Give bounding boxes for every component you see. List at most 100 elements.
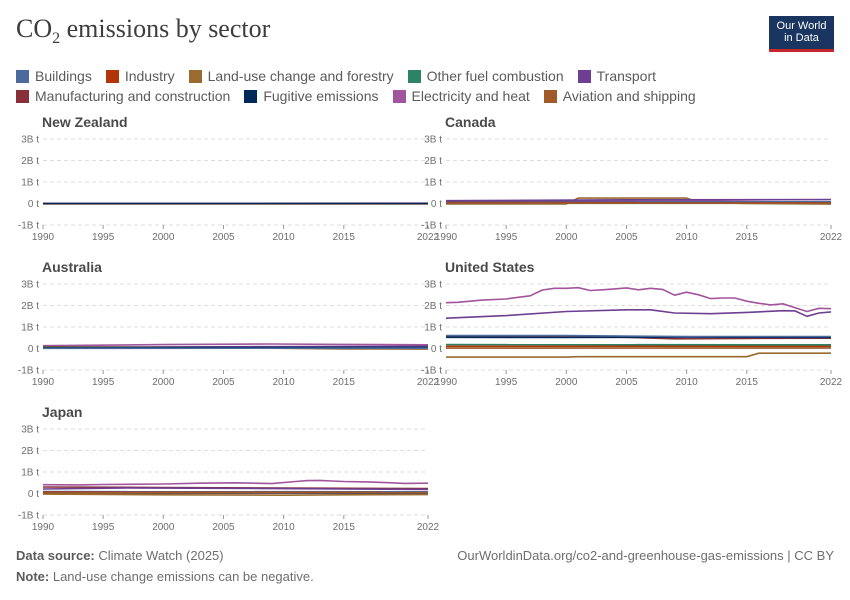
owid-logo[interactable]: Our World in Data <box>769 16 834 52</box>
x-tick-label: 2022 <box>417 377 440 388</box>
y-tick-label: 3B t <box>21 280 39 291</box>
legend-label: Other fuel combustion <box>426 68 564 84</box>
x-tick-label: 2015 <box>736 232 759 243</box>
panel-title-canada: Canada <box>445 114 496 130</box>
x-tick-label: 2005 <box>212 522 235 533</box>
y-tick-label: 2B t <box>21 301 39 312</box>
x-tick-label: 2015 <box>333 522 356 533</box>
legend-swatch <box>577 69 591 83</box>
legend-swatch <box>105 69 119 83</box>
x-tick-label: 2010 <box>273 232 296 243</box>
x-tick-label: 2000 <box>555 232 578 243</box>
x-tick-label: 1995 <box>92 232 115 243</box>
series-line-electricity-and-heat[interactable] <box>42 343 429 347</box>
chart-title: CO2 emissions by sector <box>16 14 270 48</box>
title-rest: emissions by sector <box>60 14 271 43</box>
y-tick-label: 1B t <box>424 323 442 334</box>
y-tick-label: 0 t <box>431 199 442 210</box>
source-value[interactable]: Climate Watch (2025) <box>98 548 224 563</box>
y-tick-label: -1B t <box>421 366 442 377</box>
y-tick-label: -1B t <box>421 221 442 232</box>
x-tick-label: 2022 <box>820 377 843 388</box>
note-label: Note: <box>16 569 50 584</box>
x-tick-label: 1995 <box>495 377 518 388</box>
x-tick-label: 2000 <box>152 232 175 243</box>
panel-title-australia: Australia <box>42 259 102 275</box>
panel-title-new-zealand: New Zealand <box>42 114 128 130</box>
legend-item-aviation[interactable]: Aviation and shipping <box>543 88 696 104</box>
y-tick-label: 0 t <box>28 344 39 355</box>
y-tick-label: 3B t <box>424 280 442 291</box>
x-tick-label: 2005 <box>615 377 638 388</box>
y-tick-label: -1B t <box>18 366 39 377</box>
y-tick-label: 2B t <box>21 446 39 457</box>
y-tick-label: 2B t <box>424 301 442 312</box>
legend-item-transport[interactable]: Transport <box>577 68 657 84</box>
x-tick-label: 2010 <box>273 377 296 388</box>
legend-item-industry[interactable]: Industry <box>105 68 175 84</box>
y-tick-label: 2B t <box>424 156 442 167</box>
logo-line-2: in Data <box>784 32 819 44</box>
legend-swatch <box>244 89 258 103</box>
logo-line-1: Our World <box>776 20 827 32</box>
source-label: Data source: <box>16 548 95 563</box>
legend-item-buildings[interactable]: Buildings <box>16 68 92 84</box>
x-tick-label: 2005 <box>212 232 235 243</box>
x-tick-label: 2015 <box>333 232 356 243</box>
panel-title-united-states: United States <box>445 259 535 275</box>
legend-label: Buildings <box>35 68 92 84</box>
series-line-transport[interactable] <box>445 308 832 319</box>
legend-swatch <box>188 69 202 83</box>
series-line-electricity-and-heat[interactable] <box>445 286 832 313</box>
legend: Buildings Industry Land-use change and f… <box>16 66 836 106</box>
legend-item-land-use[interactable]: Land-use change and forestry <box>188 68 394 84</box>
series-line-land-use-change-and-forestry[interactable] <box>446 352 831 358</box>
series-line-transport[interactable] <box>42 487 429 491</box>
legend-swatch <box>392 89 406 103</box>
x-tick-label: 1990 <box>435 377 458 388</box>
x-tick-label: 2000 <box>152 377 175 388</box>
panel-title-japan: Japan <box>42 404 83 420</box>
x-tick-label: 2022 <box>417 232 440 243</box>
y-tick-label: -1B t <box>18 221 39 232</box>
legend-item-other-fuel[interactable]: Other fuel combustion <box>407 68 564 84</box>
y-tick-label: 0 t <box>28 489 39 500</box>
legend-swatch <box>16 69 29 83</box>
legend-item-electricity[interactable]: Electricity and heat <box>392 88 530 104</box>
legend-label: Transport <box>596 68 657 84</box>
x-tick-label: 2015 <box>333 377 356 388</box>
x-tick-label: 1990 <box>32 522 55 533</box>
legend-item-manufacturing[interactable]: Manufacturing and construction <box>16 88 230 104</box>
legend-swatch <box>543 89 557 103</box>
x-tick-label: 1995 <box>92 522 115 533</box>
y-tick-label: 1B t <box>21 323 39 334</box>
title-subscript: 2 <box>52 30 61 48</box>
series-line-manufacturing-and-construction[interactable] <box>446 335 832 340</box>
x-tick-label: 2010 <box>273 522 296 533</box>
data-source: Data source: Climate Watch (2025) <box>16 548 224 563</box>
y-tick-label: 1B t <box>424 178 442 189</box>
y-tick-label: 0 t <box>431 344 442 355</box>
x-tick-label: 2015 <box>736 377 759 388</box>
legend-item-fugitive[interactable]: Fugitive emissions <box>244 88 379 104</box>
series-line-land-use-change-and-forestry[interactable] <box>42 493 429 496</box>
y-tick-label: 0 t <box>28 199 39 210</box>
legend-label: Electricity and heat <box>411 88 530 104</box>
x-tick-label: 2005 <box>212 377 235 388</box>
series-line-electricity-and-heat[interactable] <box>42 479 429 486</box>
legend-label: Manufacturing and construction <box>35 88 231 104</box>
series-line-transport[interactable] <box>445 198 832 202</box>
legend-label: Fugitive emissions <box>263 88 379 104</box>
title-main: CO <box>16 14 53 43</box>
series-line-buildings[interactable] <box>446 334 831 338</box>
x-tick-label: 1990 <box>32 377 55 388</box>
x-tick-label: 2022 <box>417 522 440 533</box>
x-tick-label: 2005 <box>615 232 638 243</box>
x-tick-label: 2010 <box>676 232 699 243</box>
y-tick-label: 1B t <box>21 178 39 189</box>
source-url[interactable]: OurWorldinData.org/co2-and-greenhouse-ga… <box>457 548 834 563</box>
y-tick-label: 1B t <box>21 468 39 479</box>
